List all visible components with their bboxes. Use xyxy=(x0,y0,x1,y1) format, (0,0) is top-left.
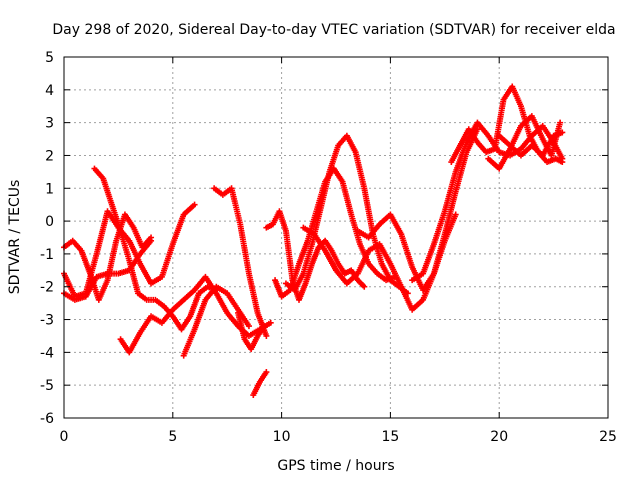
y-tick-label: 3 xyxy=(45,116,54,132)
data-point xyxy=(557,119,564,126)
data-point xyxy=(452,211,459,218)
y-tick-label: -6 xyxy=(40,411,54,427)
x-tick-label: 0 xyxy=(60,429,69,445)
data-point xyxy=(245,323,252,330)
y-tick-label: -4 xyxy=(40,345,54,361)
x-axis-label: GPS time / hours xyxy=(277,458,394,474)
x-tick-label: 15 xyxy=(381,429,399,445)
y-tick-label: -2 xyxy=(40,280,54,296)
series-arc-9 xyxy=(250,369,270,399)
y-tick-label: -5 xyxy=(40,378,54,394)
series-arc-5 xyxy=(117,273,274,356)
x-tick-label: 20 xyxy=(490,429,508,445)
x-tick-label: 10 xyxy=(273,429,291,445)
x-tick-label: 25 xyxy=(599,429,617,445)
data-point xyxy=(263,332,270,339)
data-point xyxy=(559,159,566,166)
series-arc-14 xyxy=(354,126,481,294)
series-arc-4 xyxy=(91,165,220,333)
x-tick-labels: 0 5 10 15 20 25 xyxy=(60,429,617,445)
series-arc-15 xyxy=(409,119,566,284)
series-arc-11 xyxy=(272,165,398,300)
data-point xyxy=(148,237,155,244)
data-point xyxy=(261,323,268,330)
y-tick-label: 4 xyxy=(45,83,54,99)
data-point xyxy=(191,201,198,208)
series-arc-18 xyxy=(496,129,566,159)
series-arc-3 xyxy=(61,237,155,303)
y-tick-label: -3 xyxy=(40,313,54,329)
y-tick-label: 1 xyxy=(45,181,54,197)
series-arc-8 xyxy=(235,309,268,353)
chart-title: Day 298 of 2020, Sidereal Day-to-day VTE… xyxy=(52,22,615,38)
data-points xyxy=(61,83,566,399)
data-point xyxy=(267,319,274,326)
x-tick-label: 5 xyxy=(168,429,177,445)
axis-ticks xyxy=(63,56,609,419)
data-point xyxy=(559,129,566,136)
data-point xyxy=(263,369,270,376)
grid xyxy=(64,57,608,418)
y-axis-label: SDTVAR / TECUs xyxy=(7,180,23,295)
y-tick-label: 2 xyxy=(45,148,54,164)
y-tick-label: 5 xyxy=(45,50,54,66)
y-tick-label: 0 xyxy=(45,214,54,230)
data-point xyxy=(361,283,368,290)
y-tick-label: -1 xyxy=(40,247,54,263)
data-point xyxy=(404,290,411,297)
y-tick-labels: -6 -5 -4 -3 -2 -1 0 1 2 3 4 5 xyxy=(40,50,54,427)
plot-frame xyxy=(63,56,609,419)
